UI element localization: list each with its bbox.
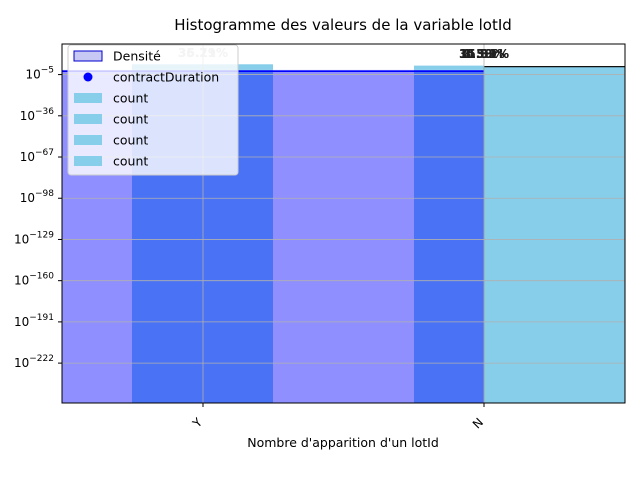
bar-Y-2 xyxy=(273,69,414,403)
legend-swatch-2 xyxy=(74,93,102,103)
pct-label-N-1: 1.39% xyxy=(463,47,505,61)
bar-N-cap-5 xyxy=(414,65,484,70)
legend-label-4: count xyxy=(113,133,148,148)
legend-label-0: Densité xyxy=(113,49,161,64)
legend-swatch-3 xyxy=(74,114,102,124)
legend-label-1: contractDuration xyxy=(113,70,219,85)
pct-label-N-2: 31.31% xyxy=(459,47,509,61)
legend-label-2: count xyxy=(113,91,148,106)
legend-label-5: count xyxy=(113,154,148,169)
pct-label-N-0: 3.58% xyxy=(463,47,505,61)
xtick-label-N: N xyxy=(470,415,486,431)
legend-label-3: count xyxy=(113,112,148,127)
legend: Densité contractDuration count count count co… xyxy=(67,44,239,176)
ytick-label-2: 10−67 xyxy=(20,148,54,164)
axes-frame xyxy=(61,43,626,404)
bar-N-6 xyxy=(484,66,625,404)
ytick-label-3: 10−98 xyxy=(20,189,55,205)
ytick-label-4: 10−129 xyxy=(14,230,54,246)
ytick-label-0: 10−5 xyxy=(25,66,54,82)
legend-swatch-5 xyxy=(74,156,102,166)
ytick-label-5: 10−160 xyxy=(14,272,54,288)
chart-title: Histogramme des valeurs de la variable l… xyxy=(174,16,512,34)
xtick-label-Y: Y xyxy=(189,415,205,431)
ytick-label-1: 10−36 xyxy=(20,107,55,123)
legend-swatch-4 xyxy=(74,135,102,145)
legend-swatch-0 xyxy=(73,50,103,62)
ytick-label-6: 10−191 xyxy=(14,313,54,329)
ytick-label-7: 10−222 xyxy=(14,354,54,370)
bar-N-4 xyxy=(414,69,484,403)
legend-marker-1 xyxy=(83,72,93,82)
x-axis-label: Nombre d'apparition d'un lotId xyxy=(247,435,439,450)
legend-box xyxy=(67,44,239,176)
pct-label-N-3: 15.89% xyxy=(459,47,509,61)
